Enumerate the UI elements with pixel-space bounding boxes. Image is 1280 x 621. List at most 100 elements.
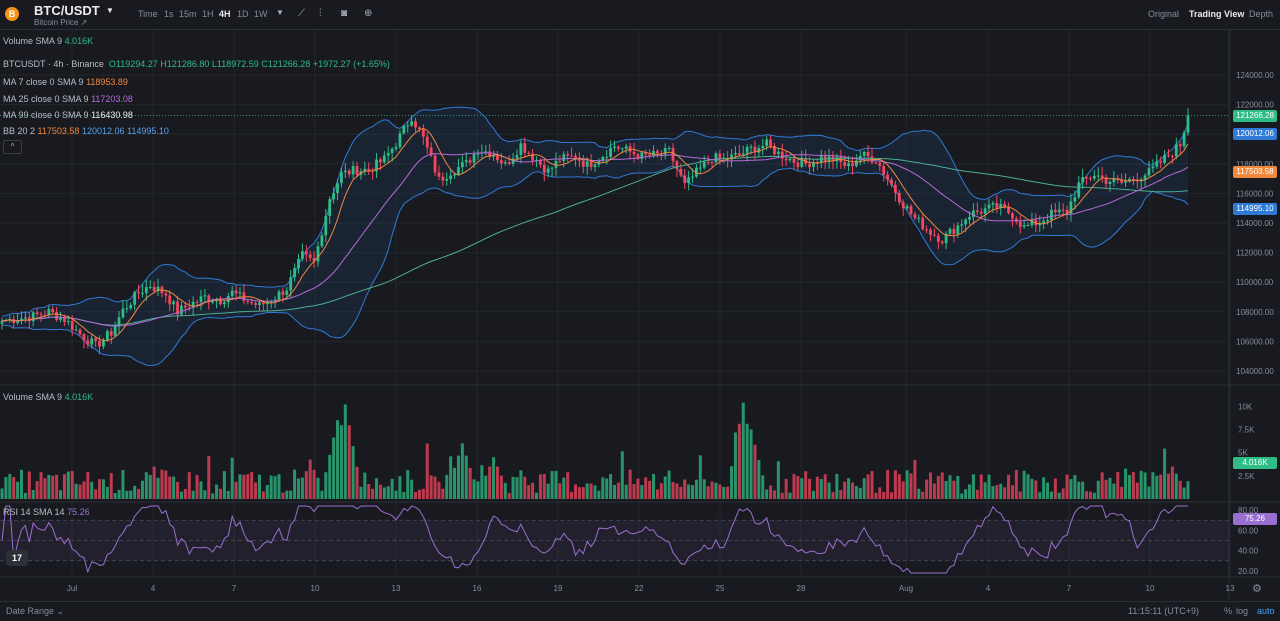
candle-body <box>144 287 148 293</box>
candle-body <box>1030 219 1034 226</box>
date-range-button[interactable]: Date Range ⌄ <box>6 606 65 616</box>
volume-bar <box>652 473 656 499</box>
candle-body <box>156 286 160 291</box>
time-tick-label: Aug <box>899 584 913 593</box>
volume-current-label: 4.016K <box>1233 457 1277 469</box>
candle-body <box>574 155 577 159</box>
candle-body <box>421 129 425 137</box>
camera-icon[interactable]: ◙ <box>341 8 348 19</box>
candle-body <box>277 291 281 300</box>
time-tick-label: 4 <box>986 584 991 593</box>
timeframe-1s[interactable]: 1s <box>164 9 174 19</box>
volume-bar <box>293 469 297 499</box>
candle-body <box>457 167 460 175</box>
volume-bar <box>82 481 86 499</box>
volume-pane-label: Volume SMA 9 <box>3 392 63 402</box>
candle-body <box>215 299 218 302</box>
candle-body <box>714 153 718 163</box>
timeframe-time[interactable]: Time <box>138 9 158 19</box>
candle-body <box>940 241 944 244</box>
volume-bar <box>722 487 726 499</box>
candle-body <box>972 210 975 217</box>
price-chart[interactable]: 124000.00122000.00120000.00118000.001160… <box>0 0 1280 601</box>
time-tick-label: 13 <box>1226 584 1235 593</box>
volume-bar <box>632 484 636 499</box>
volume-bar <box>932 483 936 499</box>
timeframe-4h[interactable]: 4H <box>219 9 231 19</box>
candle-body <box>878 162 882 166</box>
bitcoin-price-link[interactable]: Bitcoin Price ↗ <box>34 18 88 27</box>
volume-tick-label: 7.5K <box>1238 425 1255 434</box>
volume-bar <box>784 478 788 499</box>
volume-bar <box>663 476 667 499</box>
candle-type-icon[interactable]: ⫶ <box>319 8 322 19</box>
volume-bar <box>211 493 215 499</box>
candle-body <box>1057 209 1061 213</box>
volume-bar <box>1003 487 1007 499</box>
candle-body <box>1128 178 1131 182</box>
grid-lines <box>0 30 1231 576</box>
indicator-icon[interactable]: ⟋ <box>298 8 305 19</box>
volume-bar <box>975 489 979 499</box>
candle-body <box>351 166 355 175</box>
volume-bar <box>257 474 261 499</box>
time-tick-label: 10 <box>311 584 320 593</box>
bollinger-upper-line <box>1 106 1189 317</box>
timeframe-15m[interactable]: 15m <box>179 9 197 19</box>
timeframe-1w[interactable]: 1W <box>254 9 268 19</box>
volume-bar <box>952 480 956 499</box>
view-depth[interactable]: Depth <box>1249 9 1274 19</box>
candle-body <box>347 170 351 175</box>
candle-body <box>492 154 495 157</box>
auto-toggle[interactable]: auto <box>1257 606 1275 616</box>
gear-icon[interactable]: ⚙ <box>1252 583 1262 595</box>
candle-body <box>301 251 304 259</box>
candle-body <box>1073 197 1077 202</box>
volume-bar <box>1147 486 1151 499</box>
candle-body <box>605 156 609 158</box>
view-trading-view[interactable]: Trading View <box>1189 9 1245 19</box>
candle-body <box>293 268 296 278</box>
candle-body <box>1159 161 1163 163</box>
candle-body <box>27 317 31 322</box>
timeframe-1d[interactable]: 1D <box>237 9 249 19</box>
volume-bar <box>242 474 246 499</box>
view-original[interactable]: Original <box>1148 9 1180 19</box>
volume-bar <box>476 481 480 499</box>
candle-body <box>250 302 254 304</box>
volume-bar <box>43 478 47 499</box>
pair-title[interactable]: BTC/USDT <box>34 3 100 18</box>
candle-body <box>640 152 644 159</box>
volume-bar <box>831 492 835 499</box>
candle-body <box>172 301 176 305</box>
volume-bar <box>297 478 300 499</box>
log-toggle[interactable]: log <box>1236 606 1249 616</box>
time-tick-label: 7 <box>232 584 237 593</box>
candle-body <box>1186 115 1190 133</box>
volume-bar <box>620 451 624 499</box>
volume-bar <box>983 482 987 499</box>
candle-body <box>258 302 261 306</box>
volume-bar <box>355 466 359 499</box>
candle-body <box>737 153 741 155</box>
candle-body <box>1174 144 1178 157</box>
volume-bar <box>1120 486 1124 499</box>
candle-body <box>367 168 371 171</box>
volume-bar <box>940 472 944 499</box>
price-tick-label: 104000.00 <box>1236 367 1274 376</box>
volume-bar <box>573 484 577 499</box>
add-icon[interactable]: ⊕ <box>364 8 373 19</box>
open-value: O119294.27 <box>108 59 158 69</box>
bb-mid-value: 117503.58 <box>37 126 80 136</box>
candle-body <box>753 146 757 153</box>
percent-toggle[interactable]: % <box>1224 606 1233 616</box>
volume-bar <box>628 469 632 499</box>
volume-bar <box>616 482 620 499</box>
volume-bar <box>850 482 854 499</box>
timeframe-dropdown-icon[interactable]: ▼ <box>276 8 284 17</box>
volume-bar <box>613 484 617 499</box>
collapse-legend-button[interactable]: ^ <box>3 140 22 154</box>
candle-body <box>1007 207 1010 214</box>
chevron-down-icon[interactable]: ▼ <box>106 6 114 15</box>
timeframe-1h[interactable]: 1H <box>202 9 214 19</box>
